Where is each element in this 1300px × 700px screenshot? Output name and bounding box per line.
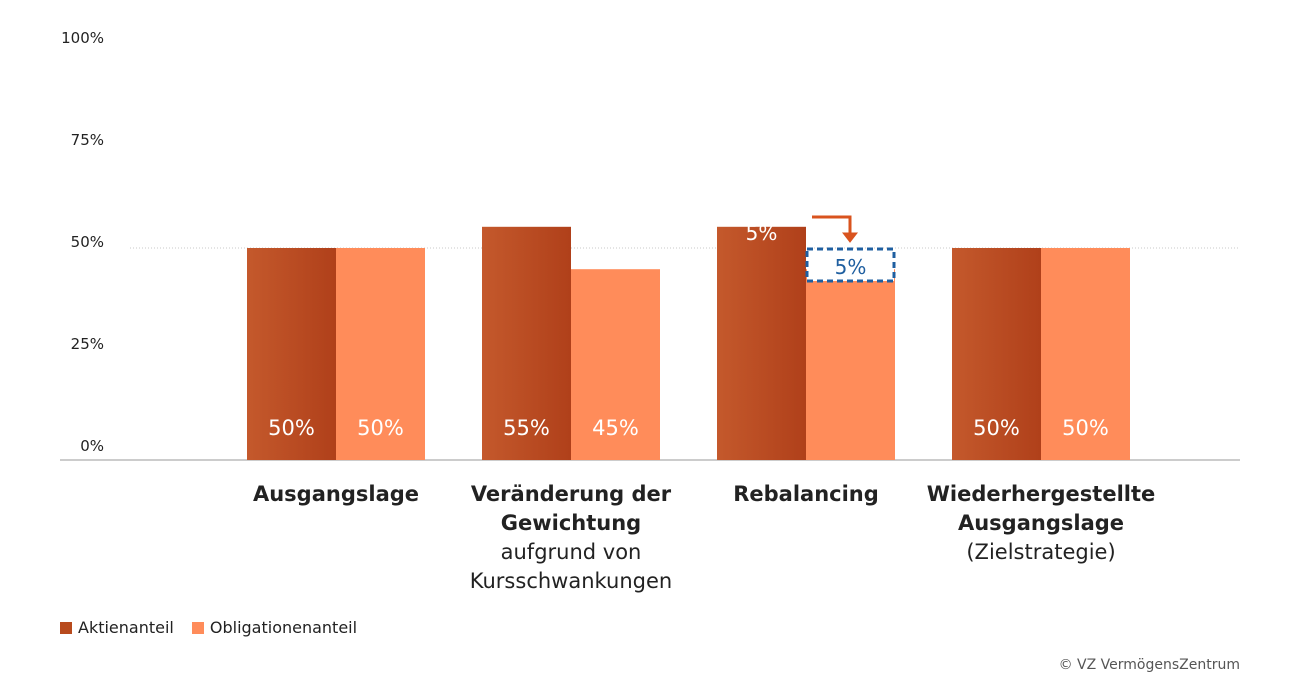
x-category-label: Wiederhergestellte Ausgangslage (Zielstra…: [921, 480, 1161, 567]
x-category-label-bold: Ausgangslage: [252, 482, 420, 506]
x-category-label: Rebalancing: [686, 480, 926, 509]
y-tick-label: 0%: [80, 437, 104, 455]
bar-obligationenanteil: [571, 269, 660, 460]
rebalancing-from-label: 5%: [746, 221, 778, 245]
legend-swatch-obligationen: [191, 621, 204, 634]
rebalancing-dashed-box: [805, 247, 896, 283]
bar-value-label: 55%: [503, 416, 550, 440]
x-category-label-sub: aufgrund von Kursschwankungen: [469, 540, 673, 593]
bar-obligationenanteil: [1041, 248, 1130, 460]
legend-label-aktien: Aktienanteil: [78, 618, 174, 637]
rebalancing-arrow-line: [812, 215, 852, 236]
legend-label-obligationen: Obligationenanteil: [209, 618, 358, 637]
x-category-label-bold: Wiederhergestellte Ausgangslage: [926, 482, 1156, 535]
x-category-label-sub: (Zielstrategie): [966, 540, 1116, 564]
arrow-down-icon: [841, 232, 859, 243]
x-category-label: Ausgangslage: [216, 480, 456, 509]
bar-value-label: 50%: [357, 416, 404, 440]
bar-value-label: 50%: [973, 416, 1020, 440]
bar-aktienanteil: [952, 248, 1041, 460]
rebalancing-to-label: 5%: [835, 255, 867, 279]
y-tick-label: 75%: [71, 131, 104, 149]
bar-aktienanteil: [247, 248, 336, 460]
x-category-label-bold: Veränderung der Gewichtung: [470, 482, 672, 535]
legend-item-aktien: Aktienanteil: [60, 618, 174, 637]
legend: Aktienanteil Obligationenanteil: [60, 618, 375, 637]
bar-aktienanteil: [482, 226, 571, 460]
legend-item-obligationen: Obligationenanteil: [191, 618, 358, 637]
bar-value-label: 45%: [592, 416, 639, 440]
bar-value-label: 50%: [1062, 416, 1109, 440]
legend-swatch-aktien: [60, 621, 72, 634]
bar-aktienanteil: [717, 226, 806, 460]
x-category-label-bold: Rebalancing: [733, 482, 879, 506]
bar-obligationenanteil: [806, 269, 895, 460]
y-tick-label: 25%: [71, 335, 104, 353]
bar-value-label: 50%: [268, 416, 315, 440]
x-category-label: Veränderung der Gewichtung aufgrund von K…: [451, 480, 691, 596]
bar-obligationenanteil: [336, 248, 425, 460]
y-tick-label: 50%: [71, 233, 104, 251]
y-tick-label: 100%: [61, 29, 104, 47]
copyright-credit: © VZ VermögensZentrum: [1058, 657, 1240, 673]
